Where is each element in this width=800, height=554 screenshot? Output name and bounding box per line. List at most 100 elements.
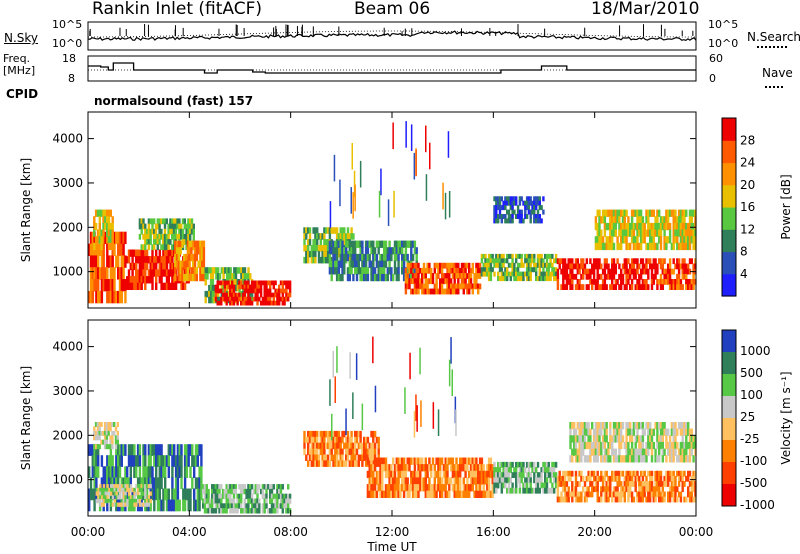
heatmap-cell — [372, 240, 375, 248]
heatmap-cell — [278, 484, 281, 490]
heatmap-cell — [133, 487, 136, 493]
heatmap-cell — [97, 487, 100, 493]
heatmap-cell — [133, 455, 136, 467]
heatmap-cell — [158, 276, 161, 284]
heatmap-cell — [576, 279, 579, 285]
heatmap-cell — [281, 484, 284, 490]
heatmap-cell — [435, 490, 438, 498]
heatmap-cell — [571, 279, 574, 285]
heatmap-cell — [236, 284, 239, 292]
heatmap-cell — [439, 464, 442, 472]
heatmap-cell — [195, 273, 198, 282]
heatmap-cell — [612, 486, 616, 493]
heatmap-cell — [677, 422, 681, 430]
heatmap-cell — [137, 498, 140, 504]
heatmap-cell — [254, 503, 257, 509]
heatmap-cell — [131, 262, 134, 271]
heatmap-cell — [401, 484, 404, 492]
heatmap-cell — [231, 300, 234, 306]
heatmap-cell — [529, 200, 532, 206]
heatmap-cell — [681, 475, 684, 482]
heatmap-cell — [493, 461, 496, 468]
scatter-streak — [355, 353, 358, 380]
heatmap-cell — [94, 444, 98, 450]
heatmap-cell — [636, 263, 639, 270]
scatter-streak — [387, 199, 390, 226]
heatmap-cell — [444, 470, 447, 479]
heatmap-cell — [218, 296, 222, 304]
heatmap-cell — [594, 435, 598, 443]
heatmap-cell — [536, 253, 540, 259]
heatmap-cell — [256, 493, 259, 500]
heatmap-cell — [225, 284, 229, 292]
heatmap-cell — [574, 486, 578, 493]
heatmap-cell — [316, 454, 319, 461]
scatter-streak — [374, 385, 377, 413]
heatmap-cell — [269, 288, 272, 294]
heatmap-cell — [571, 268, 574, 275]
heatmap-cell — [620, 435, 623, 443]
heatmap-cell — [147, 444, 151, 456]
heatmap-cell — [587, 422, 590, 430]
scatter-streak — [353, 170, 356, 198]
heatmap-cell — [328, 240, 332, 248]
heatmap-cell — [265, 484, 268, 490]
heatmap-cell — [91, 243, 94, 256]
heatmap-cell — [190, 267, 193, 275]
nave-tick-top: 60 — [709, 52, 723, 65]
heatmap-cell — [131, 269, 134, 277]
heatmap-cell — [335, 273, 339, 282]
heatmap-cell — [661, 222, 664, 231]
heatmap-cell — [167, 466, 170, 478]
heatmap-cell — [473, 278, 476, 285]
heatmap-cell — [585, 455, 588, 463]
heatmap-cell — [185, 228, 188, 235]
heatmap-cell — [502, 214, 505, 219]
y-tick-label: 2000 — [52, 220, 83, 234]
heatmap-cell — [120, 255, 123, 268]
heatmap-cell — [247, 484, 250, 490]
heatmap-cell — [645, 279, 648, 285]
heatmap-cell — [681, 422, 684, 430]
heatmap-cell — [107, 279, 111, 292]
heatmap-cell — [688, 216, 692, 224]
heatmap-cell — [162, 455, 165, 467]
heatmap-cell — [186, 260, 190, 268]
heatmap-cell — [314, 460, 317, 467]
heatmap-cell — [214, 284, 218, 290]
heatmap-cell — [515, 253, 518, 259]
heatmap-cell — [220, 503, 223, 509]
heatmap-cell — [656, 284, 659, 290]
heatmap-cell — [352, 233, 355, 240]
heatmap-cell — [563, 496, 567, 503]
heatmap-cell — [618, 455, 621, 463]
heatmap-cell — [377, 477, 380, 485]
heatmap-cell — [658, 496, 661, 503]
heatmap-cell — [547, 461, 550, 468]
heatmap-cell — [625, 209, 628, 217]
heatmap-cell — [368, 484, 371, 492]
heatmap-cell — [225, 267, 229, 274]
heatmap-cell — [330, 273, 333, 282]
heatmap-cell — [627, 422, 630, 430]
heatmap-cell — [274, 288, 277, 294]
heatmap-cell — [439, 484, 442, 492]
heatmap-cell — [600, 455, 603, 463]
heatmap-cell — [321, 256, 324, 264]
heatmap-cell — [439, 283, 442, 290]
heatmap-cell — [131, 444, 134, 456]
heatmap-cell — [661, 428, 664, 436]
heatmap-cell — [649, 470, 652, 477]
heatmap-cell — [524, 482, 527, 489]
heatmap-cell — [672, 455, 675, 463]
heatmap-cell — [663, 491, 666, 498]
heatmap-cell — [520, 461, 523, 468]
heatmap-cell — [440, 490, 444, 498]
heatmap-cell — [428, 262, 431, 269]
scatter-streak — [349, 352, 351, 379]
heatmap-cell — [249, 284, 252, 290]
heatmap-cell — [587, 491, 590, 498]
heatmap-cell — [520, 467, 523, 473]
heatmap-cell — [435, 283, 438, 290]
heatmap-cell — [217, 267, 220, 274]
